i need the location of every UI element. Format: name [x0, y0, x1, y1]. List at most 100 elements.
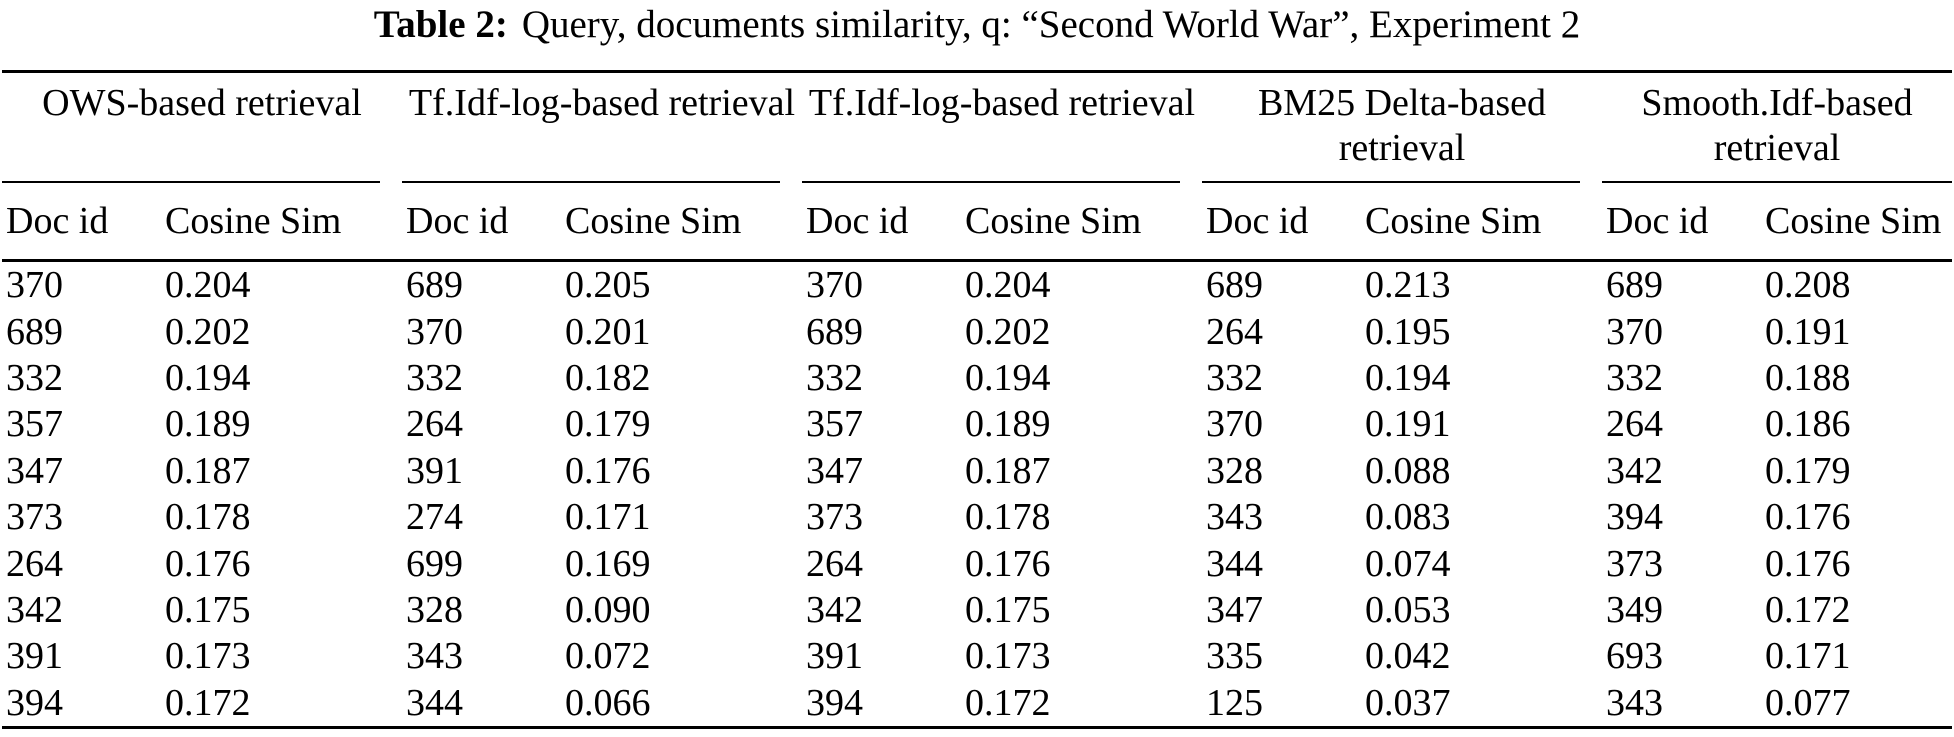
cosine-sim-cell: 0.074	[1365, 542, 1451, 585]
table-row: 328 0.088	[1202, 448, 1602, 494]
column-headers: Doc id Cosine Sim	[1202, 183, 1602, 259]
doc-id-cell: 347	[1206, 588, 1263, 631]
cosine-sim-cell: 0.194	[965, 356, 1051, 399]
table-row: 394 0.172	[2, 680, 402, 726]
doc-id-cell: 689	[6, 310, 63, 353]
cosine-sim-cell: 0.176	[965, 542, 1051, 585]
cosine-sim-cell: 0.204	[165, 264, 251, 307]
group-rows: 370 0.204 689 0.202 332 0.194 357 0.189 347 0.187…	[2, 262, 402, 726]
cosine-sim-cell: 0.172	[1765, 588, 1851, 631]
table-row: 373 0.178	[2, 494, 402, 540]
cosine-sim-cell: 0.191	[1765, 310, 1851, 353]
doc-id-cell: 125	[1206, 681, 1263, 724]
group-rows: 370 0.204 689 0.202 332 0.194 357 0.189 347 0.187…	[802, 262, 1202, 726]
doc-id-cell: 264	[406, 403, 463, 446]
table-row: 264 0.176	[2, 540, 402, 586]
table-row: 391 0.176	[402, 448, 802, 494]
cosine-sim-cell: 0.179	[565, 403, 651, 446]
doc-id-cell: 335	[1206, 635, 1263, 678]
table-row: 689 0.202	[2, 308, 402, 354]
cosine-sim-column-header: Cosine Sim	[965, 200, 1142, 242]
table-row: 264 0.195	[1202, 308, 1602, 354]
group-header: BM25 Delta-based retrieval	[1202, 73, 1602, 183]
column-headers: Doc id Cosine Sim	[2, 183, 402, 259]
group-header-rule	[2, 181, 380, 183]
doc-id-cell: 347	[806, 449, 863, 492]
cosine-sim-cell: 0.187	[165, 449, 251, 492]
table-row: 343 0.077	[1602, 680, 1952, 726]
doc-id-cell: 332	[406, 356, 463, 399]
group-header: Tf.Idf-log-based retrieval	[802, 73, 1202, 183]
cosine-sim-cell: 0.066	[565, 681, 651, 724]
table-row: 693 0.171	[1602, 633, 1952, 679]
bottom-rule	[2, 725, 1952, 729]
table-row: 344 0.066	[402, 680, 802, 726]
top-rule	[2, 70, 1952, 73]
table-row: 349 0.172	[1602, 587, 1952, 633]
table-row: 370 0.204	[2, 262, 402, 308]
cosine-sim-cell: 0.176	[565, 449, 651, 492]
group-header-rule	[1602, 181, 1952, 183]
cosine-sim-cell: 0.182	[565, 356, 651, 399]
table-row: 689 0.208	[1602, 262, 1952, 308]
doc-id-cell: 332	[806, 356, 863, 399]
doc-id-cell: 332	[1206, 356, 1263, 399]
table-row: 264 0.176	[802, 540, 1202, 586]
group-header-row: OWS-based retrieval Tf.Idf-log-based retr…	[2, 73, 1952, 183]
group-rows: 689 0.213 264 0.195 332 0.194 370 0.191 328 0.088…	[1202, 262, 1602, 726]
doc-id-column-header: Doc id	[806, 200, 909, 242]
cosine-sim-cell: 0.178	[965, 496, 1051, 539]
table-row: 373 0.176	[1602, 540, 1952, 586]
group-rows: 689 0.205 370 0.201 332 0.182 264 0.179 391 0.176…	[402, 262, 802, 726]
table-row: 335 0.042	[1202, 633, 1602, 679]
similarity-table: OWS-based retrieval Tf.Idf-log-based retr…	[0, 70, 1954, 729]
table-row: 343 0.083	[1202, 494, 1602, 540]
cosine-sim-cell: 0.037	[1365, 681, 1451, 724]
table-row: 394 0.172	[802, 680, 1202, 726]
table-caption-text: Query, documents similarity, q: “Second …	[521, 3, 1581, 46]
group-header-label: Smooth.Idf-based retrieval	[1641, 82, 1913, 169]
table-row: 373 0.178	[802, 494, 1202, 540]
cosine-sim-cell: 0.176	[1765, 496, 1851, 539]
doc-id-cell: 274	[406, 496, 463, 539]
table-row: 332 0.188	[1602, 355, 1952, 401]
table-row: 343 0.072	[402, 633, 802, 679]
doc-id-cell: 328	[406, 588, 463, 631]
doc-id-cell: 373	[6, 496, 63, 539]
doc-id-column-header: Doc id	[6, 200, 109, 242]
table-row: 699 0.169	[402, 540, 802, 586]
table-row: 689 0.213	[1202, 262, 1602, 308]
doc-id-cell: 373	[1606, 542, 1663, 585]
cosine-sim-cell: 0.191	[1365, 403, 1451, 446]
group-header-label: Tf.Idf-log-based retrieval	[408, 82, 796, 124]
group-header-rule	[1202, 181, 1580, 183]
column-headers: Doc id Cosine Sim	[402, 183, 802, 259]
doc-id-cell: 689	[806, 310, 863, 353]
table-row: 274 0.171	[402, 494, 802, 540]
doc-id-cell: 693	[1606, 635, 1663, 678]
table-row: 394 0.176	[1602, 494, 1952, 540]
table-row: 370 0.191	[1202, 401, 1602, 447]
group-header: Tf.Idf-log-based retrieval	[402, 73, 802, 183]
group-header-rule	[802, 181, 1180, 183]
doc-id-cell: 344	[406, 681, 463, 724]
table-caption-label: Table 2:	[373, 3, 508, 46]
doc-id-cell: 373	[806, 496, 863, 539]
column-headers: Doc id Cosine Sim	[802, 183, 1202, 259]
doc-id-cell: 342	[6, 588, 63, 631]
table-row: 342 0.175	[2, 587, 402, 633]
table-row: 347 0.187	[2, 448, 402, 494]
cosine-sim-cell: 0.042	[1365, 635, 1451, 678]
table-row: 689 0.205	[402, 262, 802, 308]
cosine-sim-cell: 0.173	[165, 635, 251, 678]
table-row: 370 0.201	[402, 308, 802, 354]
cosine-sim-cell: 0.090	[565, 588, 651, 631]
doc-id-cell: 370	[1606, 310, 1663, 353]
doc-id-cell: 370	[1206, 403, 1263, 446]
header-rule	[2, 259, 1952, 262]
group-header-label: BM25 Delta-based retrieval	[1257, 82, 1547, 169]
table-body: 370 0.204 689 0.202 332 0.194 357 0.189 347 0.187…	[2, 262, 1952, 726]
doc-id-cell: 343	[1606, 681, 1663, 724]
cosine-sim-cell: 0.189	[965, 403, 1051, 446]
table-row: 125 0.037	[1202, 680, 1602, 726]
